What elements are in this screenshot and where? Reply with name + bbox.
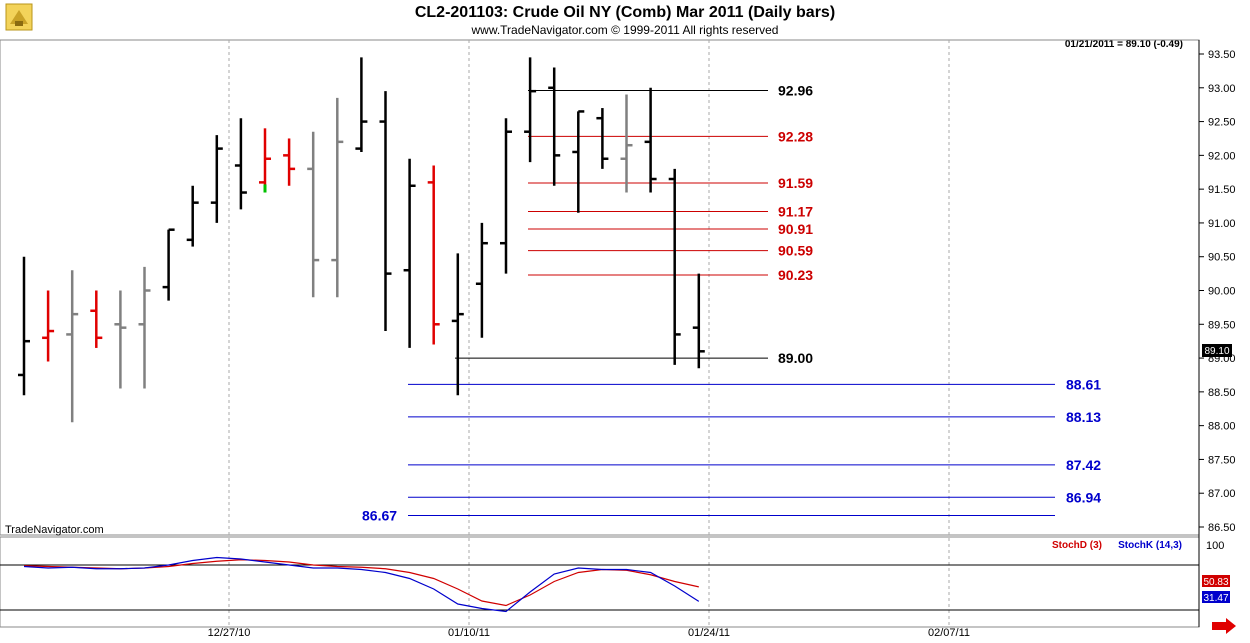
- resistance-label: 92.96: [778, 82, 813, 98]
- ohlc-bar: [355, 57, 368, 152]
- support-label: 88.61: [1066, 376, 1101, 392]
- ohlc-bar: [186, 185, 199, 247]
- ohlc-bar: [379, 91, 392, 332]
- ohlc-bar: [234, 118, 247, 210]
- x-tick-label: 12/27/10: [208, 627, 251, 639]
- support-label: 86.67: [362, 508, 397, 524]
- y-tick-label: 91.50: [1208, 184, 1236, 196]
- ohlc-bar: [572, 110, 585, 213]
- ohlc-bar: [427, 165, 440, 345]
- y-tick-label: 92.50: [1208, 117, 1236, 129]
- stoch-d-tag: 50.83: [1202, 575, 1230, 588]
- y-tick-label: 91.00: [1208, 218, 1236, 230]
- price-axis: 93.50 93.00 92.50 92.00 91.50 91.00 90.50 90.00…: [1199, 49, 1236, 534]
- y-tick-label: 88.00: [1208, 421, 1236, 433]
- resistance-label: 89.00: [778, 350, 813, 366]
- ohlc-bar: [162, 228, 175, 301]
- stoch-d-legend: StochD (3): [1052, 540, 1102, 551]
- chart-subtitle: www.TradeNavigator.com © 1999-2011 All r…: [471, 23, 779, 37]
- current-price-tag: 89.10: [1202, 344, 1232, 357]
- ohlc-bar: [18, 256, 30, 396]
- stoch-d-value: 50.83: [1203, 577, 1228, 588]
- ohlc-bar: [451, 253, 464, 396]
- y-tick-label: 93.00: [1208, 83, 1236, 95]
- ohlc-bar: [644, 87, 657, 193]
- scroll-right-arrow-icon[interactable]: [1212, 618, 1236, 634]
- ohlc-bar: [692, 273, 705, 369]
- y-tick-label: 86.50: [1208, 522, 1236, 534]
- y-tick-label: 93.50: [1208, 49, 1236, 61]
- ohlc-bar: [596, 108, 609, 169]
- ohlc-bar: [283, 138, 296, 186]
- resistance-label: 90.23: [778, 267, 813, 283]
- price-levels: 92.96 92.28 91.59 91.17 90.91 90.59 90.23 89.00…: [362, 82, 1101, 523]
- support-label: 86.94: [1066, 489, 1101, 505]
- y-tick-label: 88.50: [1208, 387, 1236, 399]
- vertical-gridlines: [228, 40, 950, 627]
- ohlc-bar: [307, 131, 320, 298]
- ohlc-bar: [90, 290, 103, 348]
- ohlc-bar: [331, 97, 344, 298]
- price-panel-frame: [0, 39, 1200, 536]
- current-price-label: 89.10: [1204, 346, 1229, 357]
- stoch-100-tick: 100: [1206, 540, 1224, 552]
- price-bars: [18, 57, 705, 423]
- ohlc-bar: [524, 57, 537, 163]
- resistance-label: 90.59: [778, 243, 813, 259]
- ohlc-bar: [66, 270, 79, 423]
- y-tick-label: 90.00: [1208, 286, 1236, 298]
- y-tick-label: 90.50: [1208, 252, 1236, 264]
- chart-title: CL2-201103: Crude Oil NY (Comb) Mar 2011…: [415, 4, 835, 21]
- ohlc-bar: [42, 290, 55, 362]
- y-tick-label: 92.00: [1208, 150, 1236, 162]
- ohlc-bar: [114, 290, 127, 389]
- stoch-k-legend: StochK (14,3): [1118, 540, 1182, 551]
- ohlc-bar: [620, 94, 633, 193]
- resistance-label: 92.28: [778, 128, 813, 144]
- x-tick-label: 01/24/11: [688, 627, 730, 639]
- stoch-k-line: [23, 556, 700, 613]
- ohlc-bar: [403, 158, 416, 348]
- resistance-label: 91.17: [778, 203, 813, 219]
- ohlc-bar: [138, 266, 151, 389]
- x-tick-label: 02/07/11: [928, 627, 970, 639]
- ohlc-bar: [668, 168, 681, 365]
- date-axis: 12/27/10 01/10/11 01/24/11 02/07/11: [208, 627, 970, 639]
- support-label: 87.42: [1066, 457, 1101, 473]
- support-label: 88.13: [1066, 409, 1101, 425]
- stochastic-panel: [0, 556, 1199, 613]
- logo-icon: [5, 3, 33, 31]
- y-tick-label: 87.00: [1208, 488, 1236, 500]
- stoch-panel-frame: [0, 536, 1200, 628]
- ohlc-bar: [210, 135, 223, 223]
- stoch-k-tag: 31.47: [1202, 591, 1230, 604]
- stoch-d-line: [23, 559, 699, 607]
- x-tick-label: 01/10/11: [448, 627, 490, 639]
- last-value-readout: 01/21/2011 = 89.10 (-0.49): [1065, 39, 1183, 50]
- resistance-label: 91.59: [778, 175, 813, 191]
- ohlc-bar: [548, 67, 561, 186]
- stoch-k-value: 31.47: [1203, 593, 1228, 604]
- y-tick-label: 89.50: [1208, 319, 1236, 331]
- watermark: TradeNavigator.com: [5, 524, 104, 536]
- ohlc-bar: [500, 118, 512, 274]
- resistance-label: 90.91: [778, 221, 813, 237]
- y-tick-label: 87.50: [1208, 454, 1236, 466]
- ohlc-bar: [475, 222, 488, 338]
- ohlc-bar: [259, 128, 271, 190]
